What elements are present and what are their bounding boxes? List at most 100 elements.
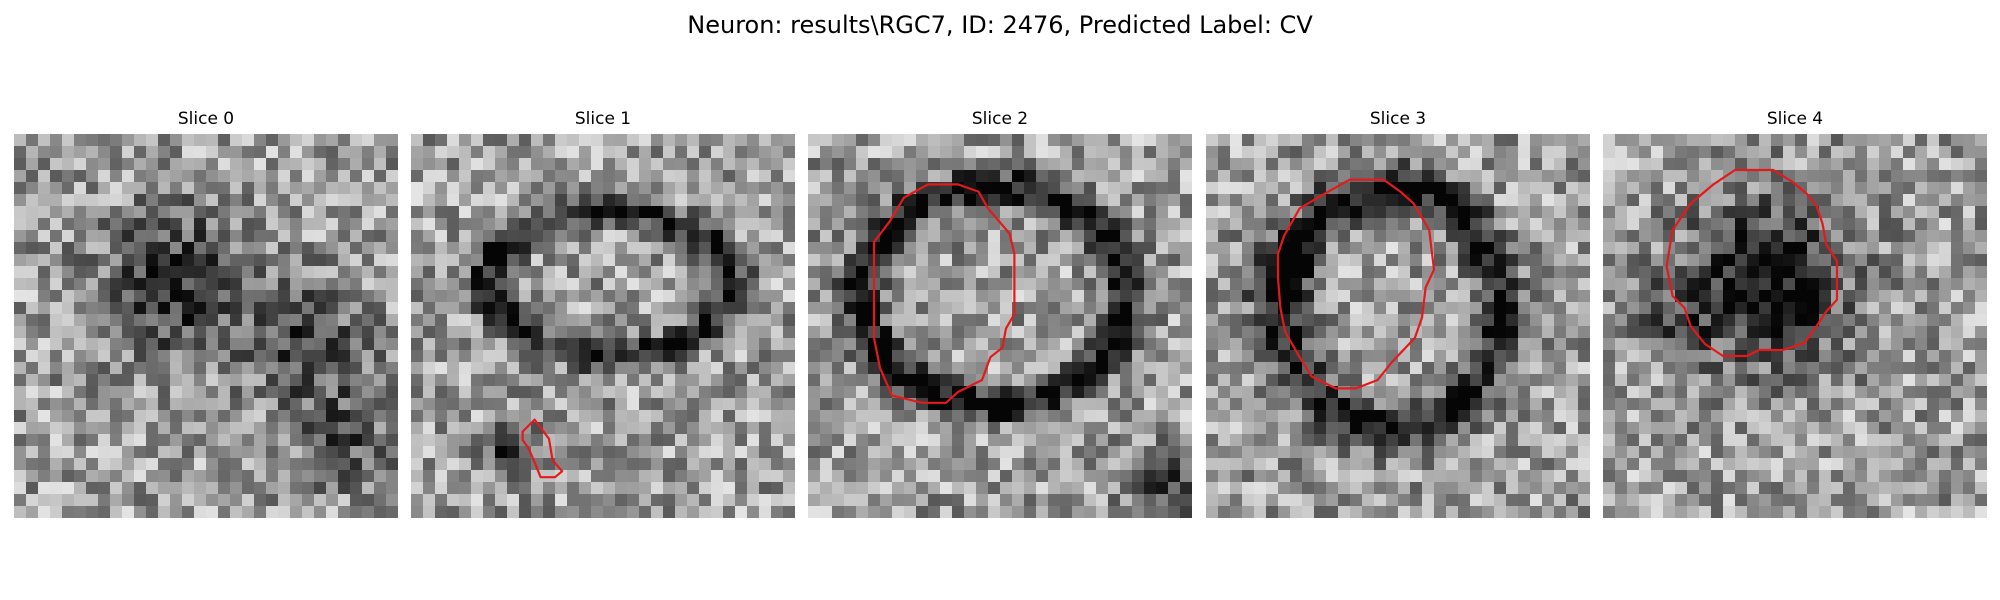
pixel-cell [1639, 458, 1651, 470]
pixel-cell [1915, 302, 1927, 314]
pixel-cell [1530, 350, 1542, 362]
pixel-cell [1975, 242, 1987, 254]
pixel-cell [591, 302, 603, 314]
pixel-cell [699, 422, 711, 434]
pixel-cell [1362, 254, 1374, 266]
pixel-cell [699, 146, 711, 158]
pixel-cell [1168, 326, 1180, 338]
pixel-cell [98, 374, 110, 386]
pixel-cell [1867, 230, 1879, 242]
pixel-cell [302, 182, 314, 194]
pixel-cell [651, 146, 663, 158]
pixel-cell [1048, 386, 1060, 398]
pixel-cell [62, 422, 74, 434]
pixel-cell [567, 218, 579, 230]
pixel-cell [1542, 254, 1554, 266]
pixel-cell [1554, 494, 1566, 506]
pixel-cell [98, 206, 110, 218]
pixel-cell [411, 314, 423, 326]
pixel-cell [1699, 170, 1711, 182]
pixel-cell [362, 458, 374, 470]
pixel-cell [916, 386, 928, 398]
pixel-cell [1012, 326, 1024, 338]
pixel-cell [1060, 494, 1072, 506]
pixel-cell [1963, 242, 1975, 254]
pixel-cell [1156, 170, 1168, 182]
pixel-cell [952, 338, 964, 350]
pixel-cell [326, 206, 338, 218]
pixel-cell [1266, 494, 1278, 506]
pixel-cell [1566, 434, 1578, 446]
pixel-cell [1566, 290, 1578, 302]
pixel-cell [1903, 146, 1915, 158]
pixel-cell [338, 218, 350, 230]
pixel-cell [627, 398, 639, 410]
pixel-cell [1603, 290, 1615, 302]
pixel-cell [1060, 314, 1072, 326]
pixel-cell [711, 218, 723, 230]
pixel-cell [182, 410, 194, 422]
pixel-cell [1338, 254, 1350, 266]
pixel-cell [1506, 194, 1518, 206]
pixel-cell [507, 326, 519, 338]
pixel-cell [86, 182, 98, 194]
pixel-cell [146, 398, 158, 410]
pixel-cell [326, 302, 338, 314]
pixel-cell [579, 146, 591, 158]
pixel-cell [711, 182, 723, 194]
pixel-cell [471, 170, 483, 182]
pixel-cell [735, 398, 747, 410]
pixel-cell [230, 350, 242, 362]
pixel-cell [952, 482, 964, 494]
pixel-cell [1603, 362, 1615, 374]
pixel-cell [14, 302, 26, 314]
pixel-cell [1156, 206, 1168, 218]
pixel-cell [1627, 290, 1639, 302]
pixel-cell [1218, 494, 1230, 506]
pixel-cell [374, 374, 386, 386]
pixel-cell [1446, 314, 1458, 326]
pixel-cell [182, 386, 194, 398]
pixel-cell [1096, 206, 1108, 218]
pixel-cell [423, 218, 435, 230]
pixel-cell [146, 314, 158, 326]
pixel-cell [868, 386, 880, 398]
pixel-cell [1120, 134, 1132, 146]
pixel-cell [1254, 338, 1266, 350]
pixel-cell [206, 254, 218, 266]
pixel-cell [1903, 410, 1915, 422]
pixel-cell [1735, 182, 1747, 194]
pixel-cell [386, 242, 398, 254]
pixel-cell [1386, 314, 1398, 326]
pixel-cell [531, 362, 543, 374]
pixel-cell [1759, 242, 1771, 254]
pixel-cell [808, 170, 820, 182]
pixel-cell [471, 194, 483, 206]
pixel-cell [820, 338, 832, 350]
pixel-cell [1024, 386, 1036, 398]
pixel-cell [892, 290, 904, 302]
pixel-cell [952, 146, 964, 158]
pixel-cell [747, 170, 759, 182]
pixel-cell [1254, 170, 1266, 182]
pixel-cell [567, 158, 579, 170]
pixel-cell [1771, 218, 1783, 230]
pixel-cell [194, 326, 206, 338]
pixel-cell [1180, 314, 1192, 326]
pixel-cell [832, 314, 844, 326]
pixel-cell [374, 242, 386, 254]
pixel-cell [699, 158, 711, 170]
pixel-cell [423, 230, 435, 242]
pixel-cell [1975, 218, 1987, 230]
pixel-cell [1903, 338, 1915, 350]
pixel-cell [1747, 326, 1759, 338]
pixel-cell [868, 482, 880, 494]
pixel-cell [555, 194, 567, 206]
pixel-cell [1663, 338, 1675, 350]
pixel-cell [86, 230, 98, 242]
pixel-cell [1831, 230, 1843, 242]
pixel-cell [808, 422, 820, 434]
pixel-cell [182, 182, 194, 194]
pixel-cell [1843, 434, 1855, 446]
pixel-cell [1915, 170, 1927, 182]
